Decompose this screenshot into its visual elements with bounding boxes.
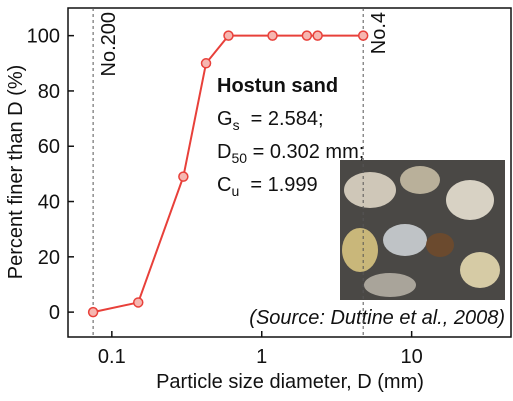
symbol: G bbox=[217, 108, 233, 130]
subscript: s bbox=[233, 117, 240, 133]
annotation-line: Cu = 1.999 bbox=[217, 174, 318, 199]
annotation-line: D50 = 0.302 mm; bbox=[217, 141, 364, 166]
data-point bbox=[267, 30, 278, 41]
subscript: 50 bbox=[231, 150, 247, 166]
source-note: (Source: Duttine et al., 2008) bbox=[249, 307, 505, 329]
symbol: C bbox=[217, 174, 231, 196]
y-axis-label: Percent finer than D (%) bbox=[5, 65, 27, 280]
x-axis-label: Particle size diameter, D (mm) bbox=[156, 371, 424, 393]
annotation-line: Gs = 2.584; bbox=[217, 108, 324, 133]
y-tick-label: 80 bbox=[38, 81, 60, 103]
y-tick-label: 100 bbox=[27, 26, 60, 48]
x-tick-label: 1 bbox=[256, 346, 267, 368]
data-point bbox=[357, 30, 369, 41]
data-point bbox=[200, 58, 212, 69]
data-point bbox=[178, 171, 189, 182]
y-tick-label: 20 bbox=[38, 247, 60, 269]
data-point bbox=[301, 30, 313, 41]
value: = 2.584; bbox=[240, 108, 324, 130]
x-tick-label: 0.1 bbox=[98, 346, 126, 368]
sand-photo bbox=[340, 160, 505, 300]
y-tick-label: 0 bbox=[49, 302, 60, 324]
y-tick-label: 40 bbox=[38, 192, 60, 214]
data-point bbox=[312, 30, 323, 41]
value: = 1.999 bbox=[239, 174, 317, 196]
plot-frame bbox=[67, 7, 512, 338]
value: = 0.302 mm; bbox=[247, 141, 364, 163]
data-point bbox=[132, 297, 144, 308]
x-tick-label: 10 bbox=[401, 346, 423, 368]
reference-label: No.4 bbox=[368, 12, 390, 54]
symbol: D bbox=[217, 141, 231, 163]
subscript: u bbox=[231, 183, 239, 199]
annotation-title: Hostun sand bbox=[217, 75, 338, 97]
data-point bbox=[87, 306, 99, 318]
reference-label: No.200 bbox=[98, 12, 120, 77]
data-point bbox=[223, 30, 234, 41]
y-tick-label: 60 bbox=[38, 136, 60, 158]
